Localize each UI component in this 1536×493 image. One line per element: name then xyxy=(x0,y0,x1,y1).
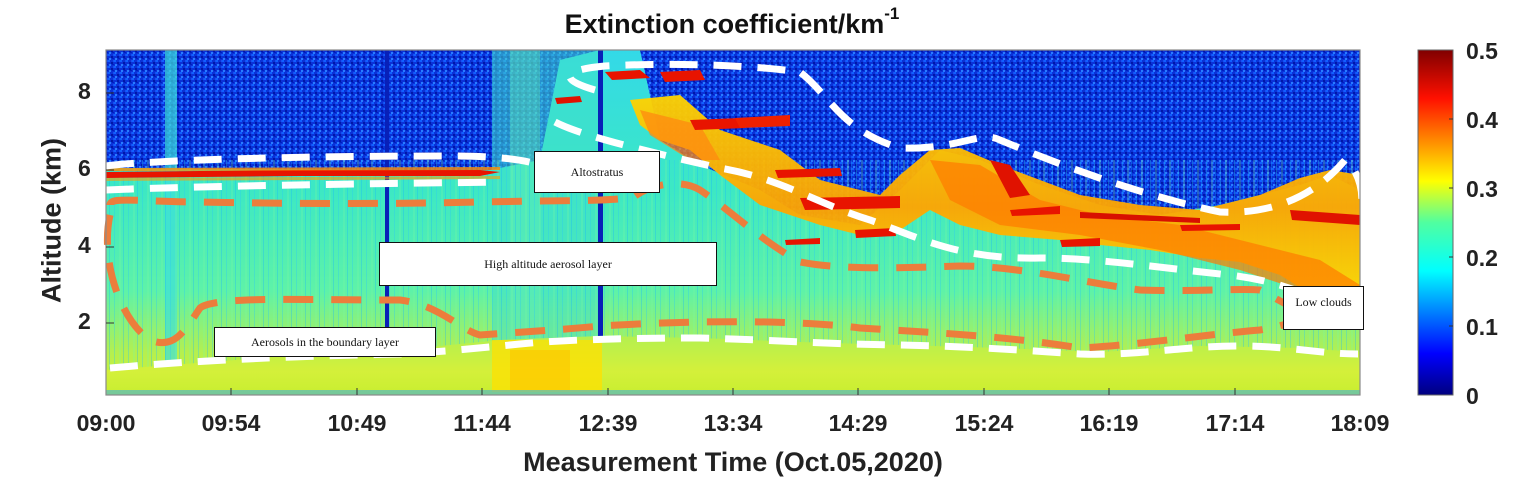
annotation-high-altitude-aerosol-text: High altitude aerosol layer xyxy=(484,256,612,271)
annotation-low-clouds-text: Low clouds xyxy=(1295,295,1352,309)
y-tick-2: 2 xyxy=(78,308,91,334)
colorbar-tick-0: 0 xyxy=(1466,383,1479,409)
chart-title-superscript: -1 xyxy=(884,4,900,23)
colorbar-ticks xyxy=(1449,118,1453,327)
colorbar-tick-0.3: 0.3 xyxy=(1466,176,1498,202)
aerosol-bottom-contour xyxy=(103,214,1331,352)
colorbar-tick-0.4: 0.4 xyxy=(1466,107,1498,133)
colorbar-tick-0.5: 0.5 xyxy=(1466,38,1498,64)
altostratus-band xyxy=(106,170,500,178)
orange-contours xyxy=(103,180,1331,352)
annotation-altostratus-text: Altostratus xyxy=(570,164,624,179)
x-tick-1334: 13:34 xyxy=(703,410,763,436)
upper-cloud-bottom-contour xyxy=(553,118,1332,309)
x-tick-1429: 14:29 xyxy=(828,410,888,436)
y-tick-6: 6 xyxy=(78,155,91,181)
annotation-boundary-layer-text: Aerosols in the boundary layer xyxy=(251,334,399,349)
axis-ticks xyxy=(106,92,1236,395)
aerosol-top-contour xyxy=(106,180,1322,324)
annotation-boundary-layer: Aerosols in the boundary layer xyxy=(214,327,436,357)
chart-title: Extinction coefficient/km-1 xyxy=(0,4,1536,40)
x-tick-0900: 09:00 xyxy=(76,410,136,436)
annotation-altostratus: Altostratus xyxy=(534,151,660,193)
x-tick-0954: 09:54 xyxy=(201,410,261,436)
altostratus-bottom-contour xyxy=(105,178,501,194)
colorbar-tick-0.2: 0.2 xyxy=(1466,245,1498,271)
chart-title-text: Extinction coefficient/km xyxy=(564,9,885,39)
x-tick-1714: 17:14 xyxy=(1205,410,1265,436)
altostratus-top-contour xyxy=(105,152,542,170)
x-tick-1524: 15:24 xyxy=(954,410,1014,436)
x-axis-label: Measurement Time (Oct.05,2020) xyxy=(523,447,943,477)
x-tick-1049: 10:49 xyxy=(327,410,387,436)
colorbar-tick-0.1: 0.1 xyxy=(1466,314,1498,340)
upper-cloud-contour xyxy=(566,60,1366,216)
y-tick-8: 8 xyxy=(78,78,91,104)
x-tick-1809: 18:09 xyxy=(1330,410,1390,436)
y-tick-4: 4 xyxy=(78,232,91,258)
y-axis-label: Altitude (km) xyxy=(36,138,67,303)
x-tick-1144: 11:44 xyxy=(453,410,511,436)
x-tick-1619: 16:19 xyxy=(1079,410,1139,436)
annotation-low-clouds: Low clouds xyxy=(1283,286,1364,330)
colorbar xyxy=(1417,49,1454,396)
x-tick-1239: 12:39 xyxy=(578,410,638,436)
annotation-high-altitude-aerosol: High altitude aerosol layer xyxy=(379,242,717,286)
